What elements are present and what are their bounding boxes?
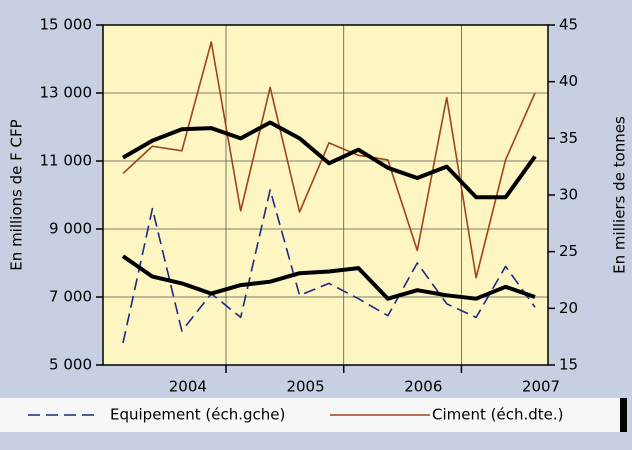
y2-tick-label: 15 bbox=[559, 356, 578, 374]
y-tick-label: 9 000 bbox=[49, 220, 92, 238]
x-tick-label: 2007 bbox=[522, 378, 560, 396]
series-line bbox=[121, 254, 536, 301]
y-tick-label: 5 000 bbox=[49, 356, 92, 374]
x-tick-label: 2004 bbox=[169, 378, 207, 396]
series-line bbox=[122, 41, 536, 279]
y2-tick-label: 20 bbox=[559, 299, 578, 317]
legend-box bbox=[0, 398, 620, 432]
y-axis-label: En millions de F CFP bbox=[8, 119, 26, 270]
plot-area bbox=[103, 25, 548, 365]
series-line bbox=[121, 120, 537, 200]
y2-tick-label: 45 bbox=[559, 16, 578, 34]
y2-tick-label: 40 bbox=[559, 72, 578, 90]
y-tick-label: 11 000 bbox=[40, 152, 93, 170]
y-tick-label: 15 000 bbox=[40, 16, 93, 34]
y-tick-label: 13 000 bbox=[40, 84, 93, 102]
y2-tick-label: 25 bbox=[559, 242, 578, 260]
y2-tick-label: 30 bbox=[559, 186, 578, 204]
plot-frame bbox=[102, 24, 549, 366]
series-line bbox=[122, 189, 536, 344]
y-tick-label: 7 000 bbox=[49, 288, 92, 306]
y2-axis-label: En milliers de tonnes bbox=[611, 116, 629, 274]
legend-label: Equipement (éch.gche) bbox=[110, 406, 285, 424]
y2-tick-label: 35 bbox=[559, 129, 578, 147]
legend-edge bbox=[620, 398, 627, 432]
x-tick-label: 2005 bbox=[286, 378, 324, 396]
legend-label: Ciment (éch.dte.) bbox=[432, 406, 564, 424]
x-tick-label: 2006 bbox=[404, 378, 442, 396]
